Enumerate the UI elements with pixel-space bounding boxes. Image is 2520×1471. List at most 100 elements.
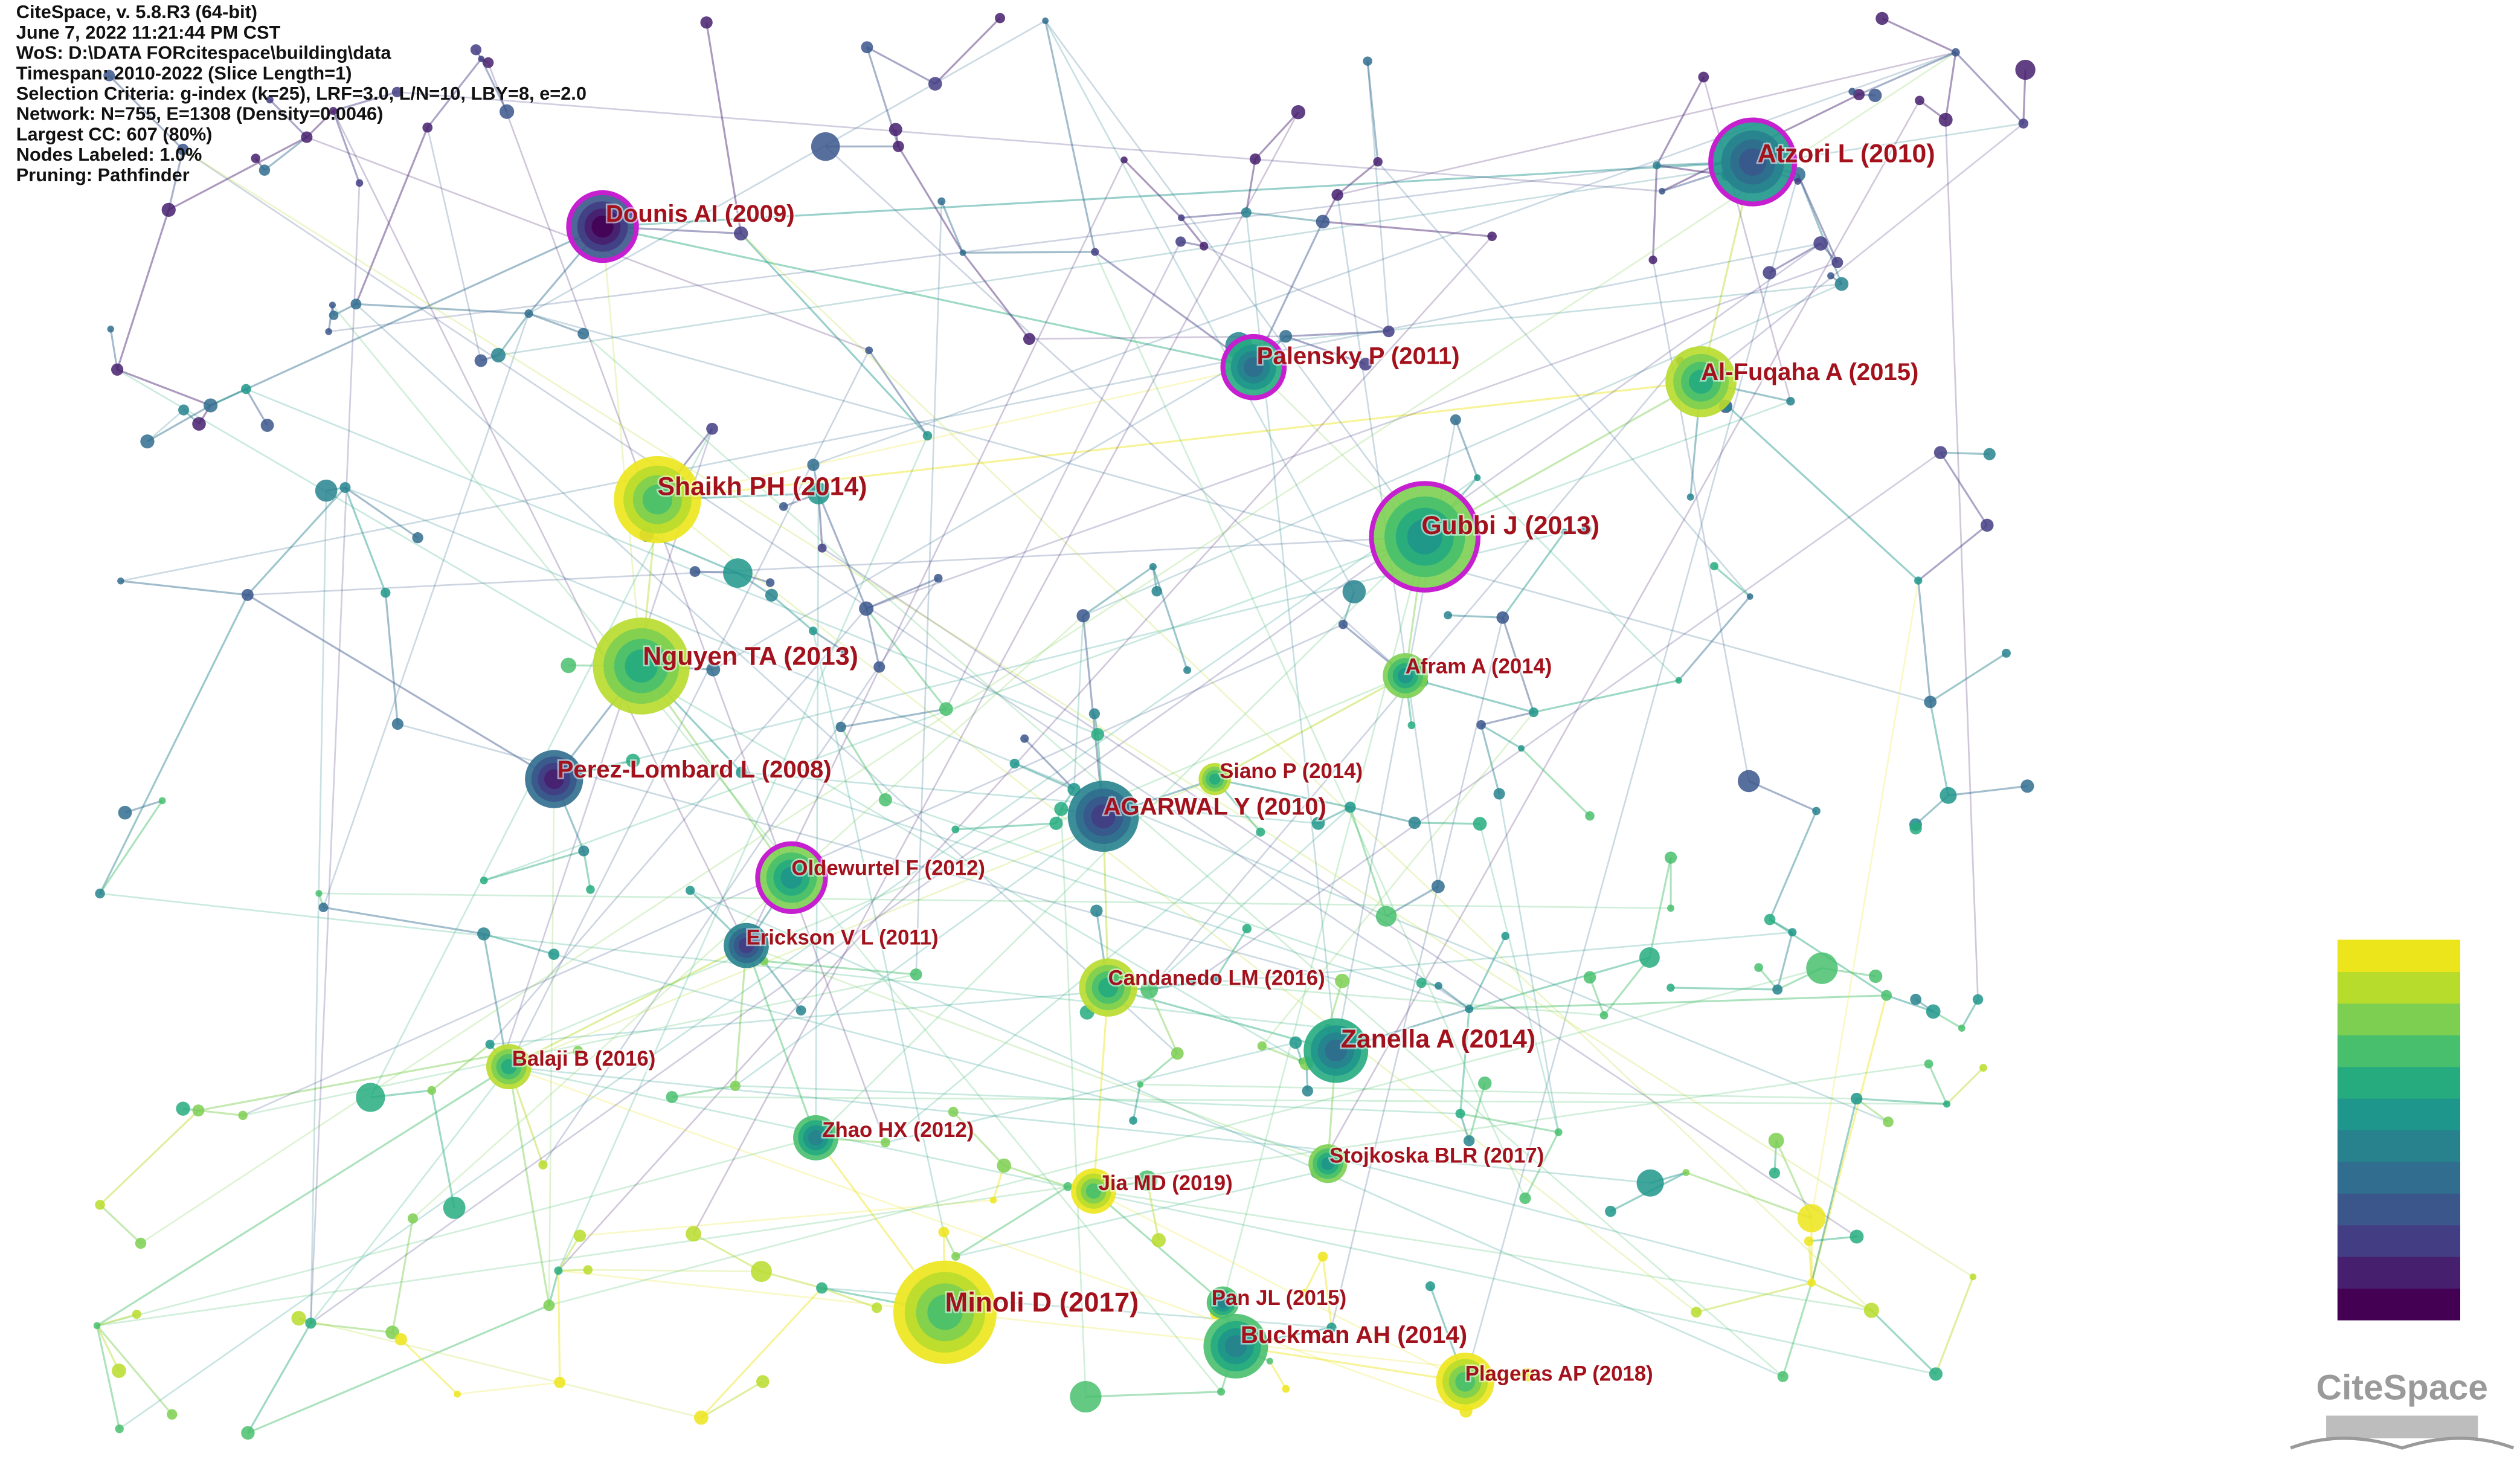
edge <box>692 112 1299 1235</box>
minor-node <box>995 13 1006 24</box>
edge <box>693 1232 762 1273</box>
minor-node <box>381 588 391 598</box>
minor-node <box>1487 231 1497 242</box>
minor-node <box>470 44 482 56</box>
minor-node <box>483 57 494 68</box>
minor-node <box>1183 666 1192 674</box>
minor-node <box>350 298 362 310</box>
minor-node <box>1249 153 1261 165</box>
minor-node <box>1863 1302 1879 1318</box>
edge <box>763 961 802 1011</box>
info-line: CiteSpace, v. 5.8.R3 (64-bit) <box>16 1 257 22</box>
minor-node <box>1300 1289 1309 1298</box>
minor-node <box>1149 562 1157 571</box>
edge <box>1322 1256 1333 1328</box>
minor-node <box>140 434 155 449</box>
edge <box>140 51 1956 1244</box>
edge <box>812 631 945 1232</box>
edge <box>109 329 118 370</box>
minor-node <box>478 56 485 62</box>
edge <box>356 303 529 315</box>
info-line: June 7, 2022 11:21:44 PM CST <box>16 22 281 43</box>
edge <box>840 726 887 800</box>
minor-node <box>573 1229 587 1242</box>
minor-node <box>95 1200 105 1210</box>
node-label: Afram A (2014) <box>1406 655 1552 678</box>
cited-node: Nguyen TA (2013) <box>593 617 860 715</box>
minor-node <box>391 718 403 730</box>
minor-node <box>1933 446 1947 459</box>
edge <box>657 366 1254 501</box>
edge <box>333 91 397 112</box>
node-label: Plageras AP (2018) <box>1465 1363 1653 1386</box>
legend-band <box>2337 1098 2461 1131</box>
legend-band <box>2337 971 2461 1004</box>
edge <box>1285 330 1389 338</box>
edge <box>457 1382 560 1395</box>
minor-node <box>880 1138 890 1148</box>
edge <box>384 593 399 724</box>
legend-band <box>2337 1288 2461 1321</box>
minor-node <box>1648 256 1657 265</box>
node-label: Nguyen TA (2013) <box>643 642 858 671</box>
minor-node <box>1737 770 1760 793</box>
edge <box>167 149 184 210</box>
minor-node <box>1242 924 1252 934</box>
minor-node <box>1853 89 1865 100</box>
edge <box>1700 123 2024 382</box>
minor-node <box>583 1265 593 1275</box>
minor-node <box>1120 156 1128 164</box>
edge <box>1067 1185 1872 1312</box>
minor-node <box>1659 188 1666 195</box>
minor-node <box>1478 1076 1492 1090</box>
info-line: Pruning: Pathfinder <box>16 164 190 185</box>
edge <box>1139 1052 1178 1086</box>
edge <box>1454 419 1479 478</box>
edge <box>147 404 211 443</box>
minor-node <box>1806 952 1838 984</box>
edge <box>426 58 482 129</box>
minor-node <box>1812 806 1821 816</box>
legend-band <box>2337 1256 2461 1289</box>
cited-node: Al-Fuqaha A (2015) <box>1665 346 1920 417</box>
edge <box>1214 675 1406 781</box>
edge <box>1261 1045 1302 1063</box>
edge <box>487 62 886 1143</box>
edge <box>740 233 928 437</box>
edge <box>706 22 742 234</box>
minor-node <box>391 86 402 97</box>
edge <box>955 822 1056 831</box>
edge <box>245 388 268 426</box>
edge <box>945 241 1181 710</box>
edge <box>1782 1282 1813 1377</box>
minor-node <box>291 1310 306 1326</box>
logo-book <box>2290 1437 2515 1450</box>
minor-node <box>1746 593 1753 600</box>
cited-node: Siano P (2014) <box>1198 759 1364 796</box>
minor-node <box>706 662 721 677</box>
node-label: Zhao HX (2012) <box>822 1119 974 1142</box>
minor-node <box>192 417 206 431</box>
edge <box>1476 477 1680 681</box>
minor-node <box>878 793 892 806</box>
edge <box>1502 617 1535 713</box>
minor-node <box>1519 1192 1531 1205</box>
edge <box>885 1041 1296 1144</box>
minor-node <box>394 1333 408 1346</box>
minor-node <box>107 326 114 333</box>
edge <box>99 1110 199 1206</box>
node-ring <box>1321 1157 1335 1171</box>
minor-node <box>807 459 820 471</box>
edge <box>558 236 1493 1272</box>
minor-node <box>1682 1169 1690 1176</box>
edge <box>672 1096 1947 1105</box>
edge <box>310 242 1821 1324</box>
edge <box>298 1317 702 1418</box>
edge <box>117 369 1302 1063</box>
minor-node <box>1316 214 1330 229</box>
minor-node <box>356 1083 385 1112</box>
node-ring <box>1091 804 1116 829</box>
centrality-ring <box>755 841 828 915</box>
edge <box>245 388 1098 736</box>
cited-node: Pan JL (2015) <box>1206 1285 1348 1319</box>
